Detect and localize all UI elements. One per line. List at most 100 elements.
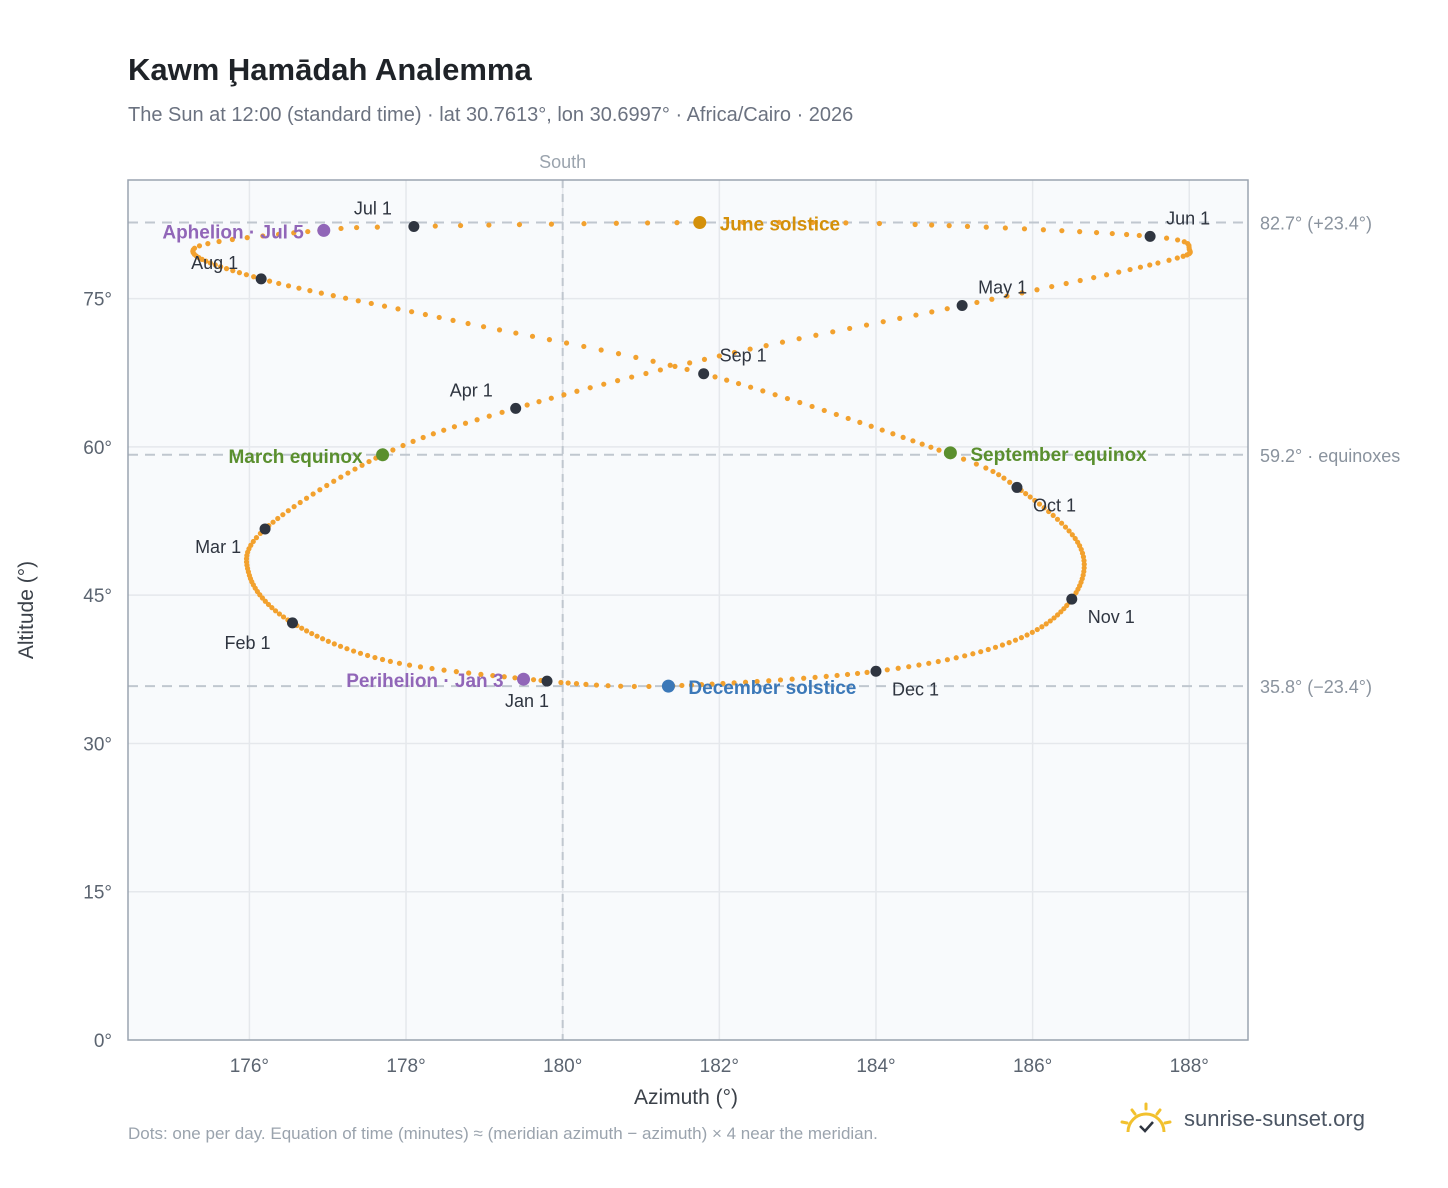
day-dot: [701, 356, 708, 363]
month-label: Nov 1: [1088, 607, 1135, 627]
day-dot: [919, 441, 925, 447]
day-dot: [474, 417, 480, 423]
day-dot: [374, 224, 380, 230]
day-dot: [618, 683, 624, 689]
day-dot: [441, 427, 447, 433]
day-dot: [912, 221, 918, 228]
day-dot: [244, 235, 250, 241]
day-dot: [644, 220, 651, 226]
day-dot: [772, 392, 778, 398]
day-dot: [847, 325, 853, 332]
day-dot: [983, 224, 989, 230]
day-dot: [366, 458, 372, 465]
day-dot: [266, 278, 273, 284]
day-dot: [1023, 491, 1029, 497]
event-marker: [661, 679, 675, 693]
day-dot: [275, 231, 282, 237]
day-dot: [546, 337, 553, 343]
day-dot: [331, 641, 337, 647]
x-tick-label: 184°: [856, 1056, 895, 1077]
day-dot: [784, 395, 791, 402]
day-dot: [368, 300, 374, 307]
day-dot: [1049, 283, 1055, 290]
day-dot: [1051, 615, 1057, 621]
day-dot: [1181, 239, 1187, 245]
y-tick-label: 75°: [83, 290, 112, 311]
day-dot: [291, 230, 297, 236]
day-dot: [913, 312, 919, 318]
day-dot: [216, 238, 222, 245]
day-dot: [1054, 612, 1061, 618]
day-dot: [863, 322, 870, 328]
day-dot: [1093, 229, 1100, 236]
y-tick-label: 45°: [83, 586, 112, 607]
day-dot: [357, 650, 364, 656]
day-dot: [317, 487, 323, 493]
day-dot: [709, 681, 715, 687]
day-dot: [754, 678, 760, 685]
day-dot: [1136, 232, 1142, 239]
day-dot: [548, 395, 554, 401]
day-dot: [1050, 512, 1056, 519]
day-dot: [813, 332, 819, 338]
month-marker: [1011, 481, 1023, 493]
day-dot: [581, 343, 587, 350]
day-dot: [430, 431, 436, 437]
day-dot: [834, 672, 840, 679]
month-marker: [956, 300, 968, 312]
day-dot: [1059, 520, 1065, 526]
day-dot: [992, 644, 999, 650]
chart-subtitle: The Sun at 12:00 (standard time) · lat 3…: [128, 104, 854, 126]
day-dot: [253, 535, 260, 541]
brand-text: sunrise-sunset.org: [1184, 1106, 1365, 1131]
day-dot: [269, 605, 275, 611]
day-dot: [953, 655, 959, 661]
event-marker: [317, 223, 331, 237]
day-dot: [372, 654, 378, 661]
day-dot: [1063, 280, 1069, 287]
day-dot: [687, 360, 693, 366]
day-dot: [810, 219, 816, 226]
day-dot: [1062, 524, 1069, 530]
day-dot: [436, 314, 442, 321]
day-dot: [516, 221, 523, 228]
month-marker: [1066, 593, 1078, 605]
day-dot: [1027, 494, 1033, 500]
day-dot: [760, 388, 766, 394]
day-dot: [854, 670, 861, 677]
day-dot: [900, 434, 906, 440]
day-dot: [280, 512, 286, 518]
month-label: Mar 1: [195, 537, 241, 557]
month-label: Apr 1: [450, 380, 493, 400]
day-dot: [712, 374, 718, 380]
day-dot: [354, 224, 360, 231]
day-dot: [1163, 235, 1170, 241]
brand[interactable]: sunrise-sunset.org: [1120, 1102, 1365, 1136]
day-dot: [857, 419, 863, 425]
y-tick-label: 60°: [83, 438, 112, 459]
y-tick-label: 15°: [83, 883, 112, 904]
day-dot: [1174, 255, 1180, 261]
month-marker: [255, 273, 267, 285]
day-dot: [276, 611, 283, 617]
day-dot: [735, 380, 742, 387]
day-dot: [960, 456, 967, 462]
day-dot: [684, 366, 690, 373]
day-dot: [390, 447, 396, 453]
event-label: Aphelion · Jul 5: [162, 222, 304, 243]
day-dot: [203, 258, 209, 264]
day-dot: [1109, 230, 1115, 237]
day-dot: [688, 682, 695, 688]
day-dot: [395, 306, 401, 312]
day-dot: [809, 403, 815, 410]
day-dot: [530, 677, 537, 683]
day-dot: [598, 347, 604, 353]
day-dot: [324, 482, 330, 489]
day-dot: [230, 268, 236, 274]
day-dot: [1072, 535, 1078, 542]
day-dot: [451, 424, 458, 430]
month-marker: [408, 220, 420, 232]
day-dot: [480, 324, 487, 330]
day-dot: [633, 354, 639, 360]
